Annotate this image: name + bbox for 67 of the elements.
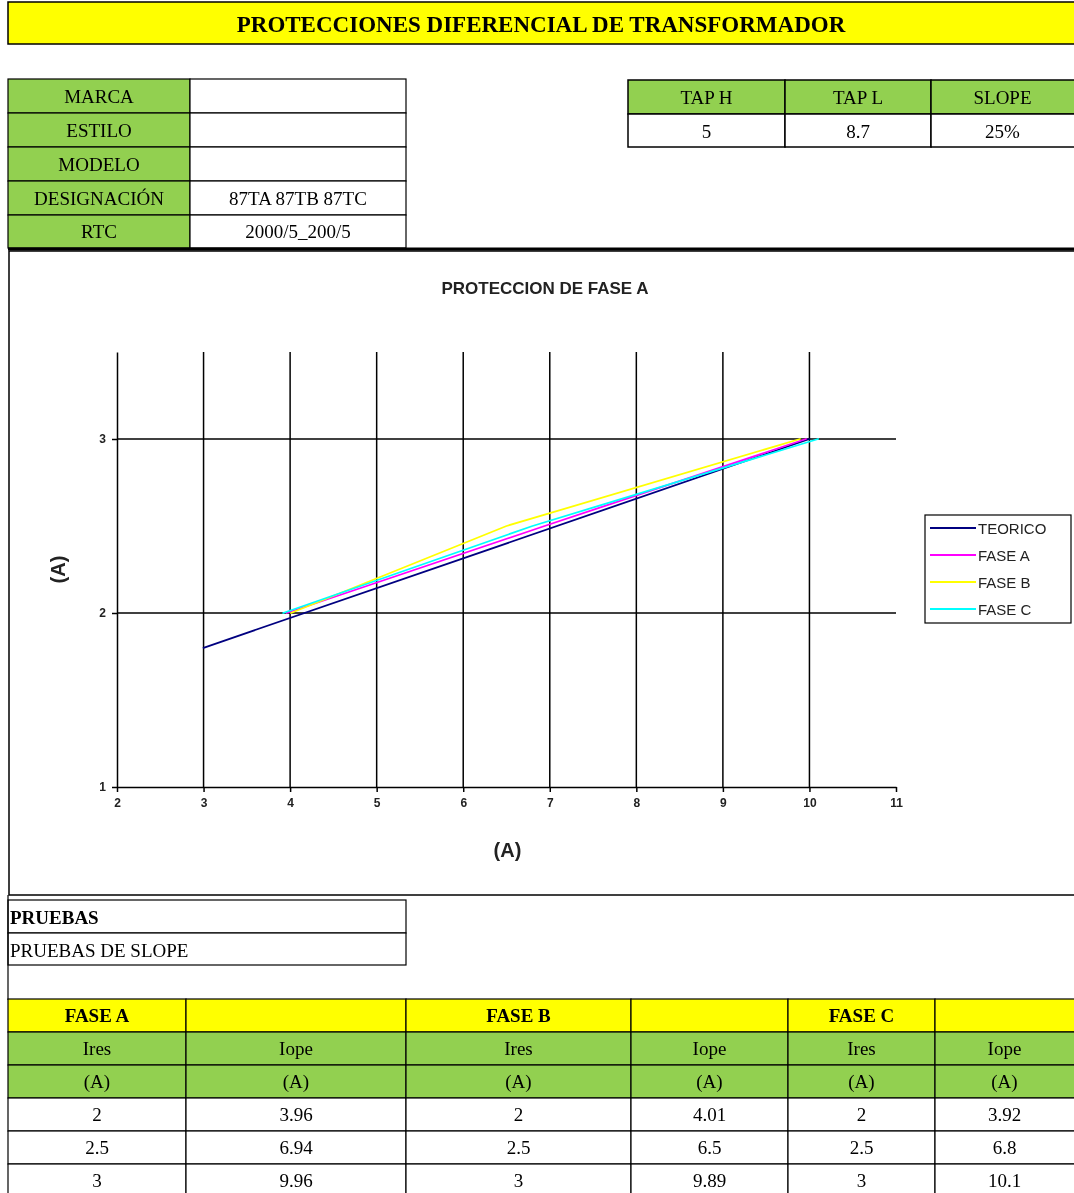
text: 8.7 [846,120,870,142]
text: (A) [83,1071,111,1093]
text: 6.8 [992,1137,1017,1158]
text: 2000/5_200/5 [245,221,351,242]
text: 2.5 [85,1137,109,1158]
y-tick-label: 2 [99,606,107,621]
y-axis-title: (A) [47,555,69,584]
text: ESTILO [66,119,132,141]
x-tick-label: 7 [546,795,554,810]
text: 4.01 [692,1104,727,1125]
text: 5 [701,120,712,142]
text: (A) [696,1071,723,1093]
text: PRUEBAS DE SLOPE [10,939,189,961]
x-tick-label: 10 [803,795,817,810]
text: 87TA 87TB 87TC [229,187,367,209]
text: 6.5 [697,1137,722,1158]
legend-label: TEORICO [978,519,1047,537]
text: 3.96 [279,1104,313,1125]
legend-label: FASE A [978,546,1030,564]
text: Ires [82,1038,112,1059]
text: DESIGNACIÓN [34,187,165,209]
text: 3.92 [987,1104,1022,1125]
text: TAP L [832,86,884,108]
text: 3 [856,1170,867,1191]
text: (A) [505,1071,532,1093]
x-tick-label: 5 [373,795,381,810]
x-tick-label: 6 [460,795,468,810]
text: (A) [848,1071,875,1093]
y-tick-label: 3 [99,432,107,447]
text: 9.96 [279,1170,313,1191]
chart-title: PROTECCION DE FASE A [441,278,649,298]
text: 2.5 [506,1137,531,1158]
text: Ires [504,1038,533,1059]
x-tick-label: 4 [287,795,295,810]
y-tick-label: 1 [99,780,107,795]
text: 3 [513,1170,524,1191]
text: FASE A [64,1005,130,1026]
x-tick-label: 8 [633,795,641,810]
text: (A) [991,1071,1018,1093]
legend-label: FASE B [978,573,1031,591]
legend-label: FASE C [978,600,1032,618]
text: SLOPE [973,86,1032,108]
text: 25% [985,120,1021,142]
text: 2 [513,1104,524,1125]
text: 2 [856,1104,867,1125]
text: RTC [81,221,117,242]
text: Ires [847,1038,876,1059]
x-tick-label: 11 [890,795,904,810]
text: Iope [987,1038,1022,1059]
x-axis-title: (A) [493,839,522,861]
text: FASE B [486,1005,552,1026]
text: 10.1 [987,1170,1022,1191]
text: Iope [692,1038,727,1059]
x-tick-label: 3 [200,795,208,810]
text: 6.94 [279,1137,314,1158]
x-tick-label: 9 [720,795,728,810]
text: MARCA [64,85,135,107]
text: FASE C [828,1005,895,1026]
text: Iope [279,1038,313,1059]
x-tick-label: 2 [114,795,122,810]
text: 9.89 [692,1170,727,1191]
text: TAP H [680,86,733,108]
text: MODELO [58,153,140,175]
text: 2.5 [849,1137,874,1158]
text: (A) [282,1071,310,1093]
text: PRUEBAS [10,906,99,928]
text: PROTECCIONES DIFERENCIAL DE TRANSFORMADOR [236,11,846,37]
